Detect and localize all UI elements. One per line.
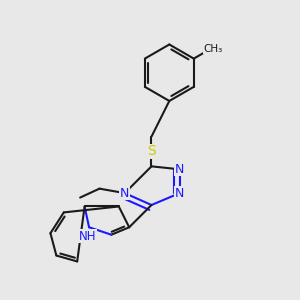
Text: N: N	[120, 187, 129, 200]
Text: NH: NH	[79, 230, 96, 243]
Text: N: N	[175, 163, 184, 176]
Text: CH₃: CH₃	[204, 44, 223, 54]
Text: N: N	[175, 187, 184, 200]
Text: S: S	[147, 145, 156, 158]
